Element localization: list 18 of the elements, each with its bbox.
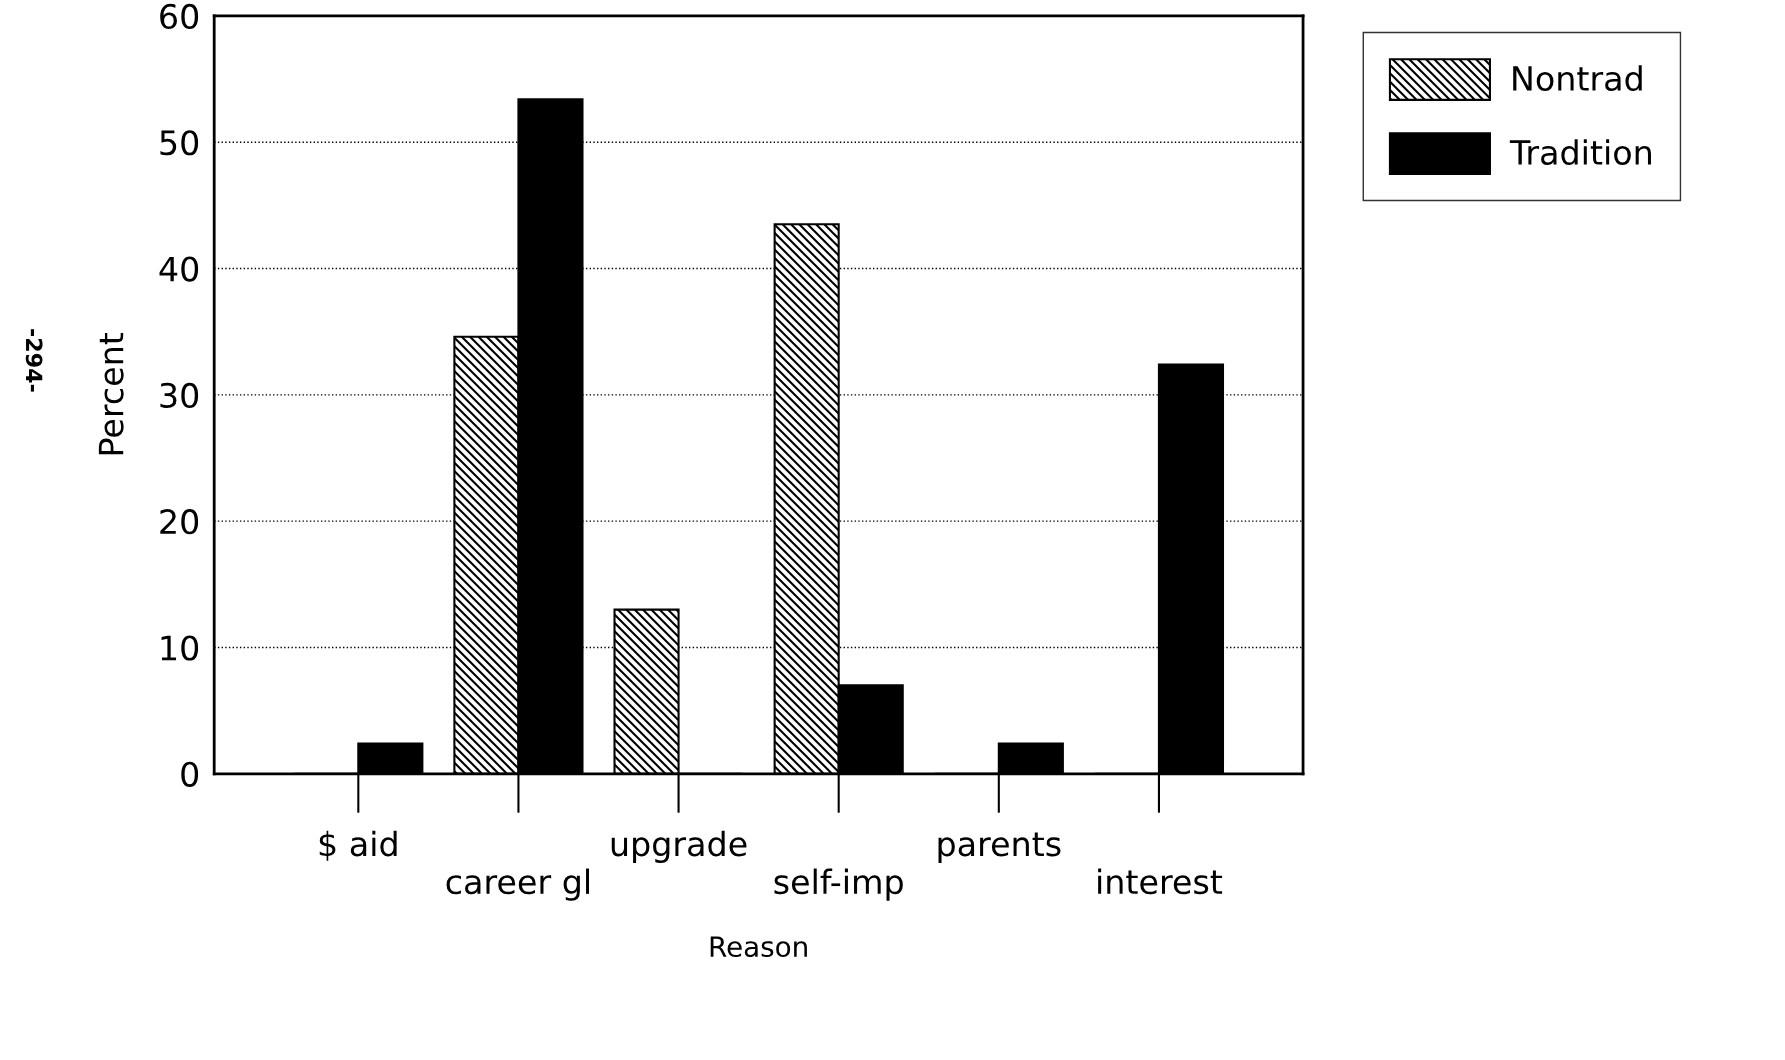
- x-axis-title: Reason: [710, 936, 807, 958]
- x-tick-label: parents: [938, 832, 1061, 863]
- x-tick-label: $ aid: [319, 830, 397, 861]
- y-tick-label: 0: [181, 761, 199, 787]
- y-tick-label: 60: [160, 3, 199, 30]
- y-tick-label: 50: [160, 130, 199, 156]
- legend-label: Tradition: [1509, 139, 1651, 166]
- y-tick-label: 10: [161, 635, 199, 661]
- y-axis-title: Percent: [98, 332, 124, 455]
- y-tick-label: 40: [159, 256, 199, 282]
- x-tick-label: career gl: [446, 868, 590, 901]
- legend-label: Nontrad: [1513, 65, 1642, 92]
- text: -294-: [25, 329, 43, 392]
- y-tick-label: 20: [160, 509, 199, 535]
- x-tick-label: self-imp: [774, 868, 903, 901]
- x-tick-label: upgrade: [611, 830, 747, 863]
- y-tick-label: 30: [160, 382, 199, 408]
- x-tick-label: interest: [1098, 868, 1223, 895]
